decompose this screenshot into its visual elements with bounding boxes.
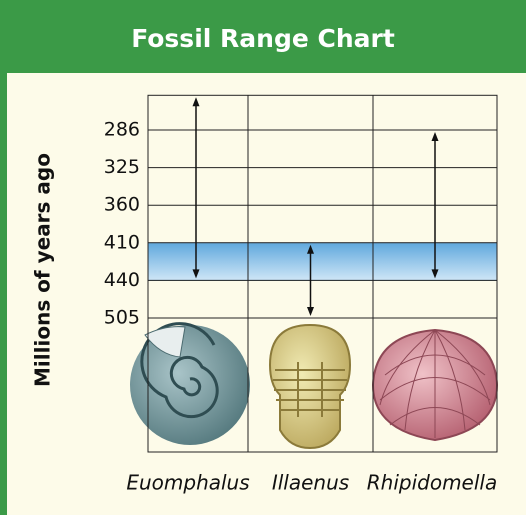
arrowhead <box>431 269 439 279</box>
rhipidomella-image <box>371 328 499 442</box>
y-axis-label: Millions of years ago <box>31 153 55 387</box>
range-arrow <box>307 244 314 316</box>
y-tick-label: 325 <box>104 156 140 178</box>
arrowhead <box>307 307 314 316</box>
chart-title: Fossil Range Chart <box>131 24 395 53</box>
y-tick-label: 360 <box>104 194 140 216</box>
category-label: Rhipidomella <box>367 471 497 495</box>
header <box>0 0 526 73</box>
arrowhead <box>192 269 200 279</box>
grid-frame <box>147 94 498 453</box>
y-tick-label: 440 <box>104 269 140 291</box>
arrowhead <box>307 244 314 254</box>
highlight-band <box>147 242 498 281</box>
range-arrow <box>192 97 200 279</box>
y-tick-label: 505 <box>104 307 140 329</box>
y-tick-label: 286 <box>104 119 140 141</box>
euomphalus-image <box>130 322 250 445</box>
arrowhead <box>192 97 200 107</box>
fossil-images <box>130 322 499 450</box>
left-border <box>0 73 7 515</box>
range-arrow <box>431 132 439 279</box>
y-tick-label: 410 <box>104 231 140 253</box>
arrowhead <box>431 132 439 141</box>
illaenus-image <box>268 323 352 450</box>
category-label: Euomphalus <box>126 471 249 495</box>
category-label: Illaenus <box>272 471 349 495</box>
